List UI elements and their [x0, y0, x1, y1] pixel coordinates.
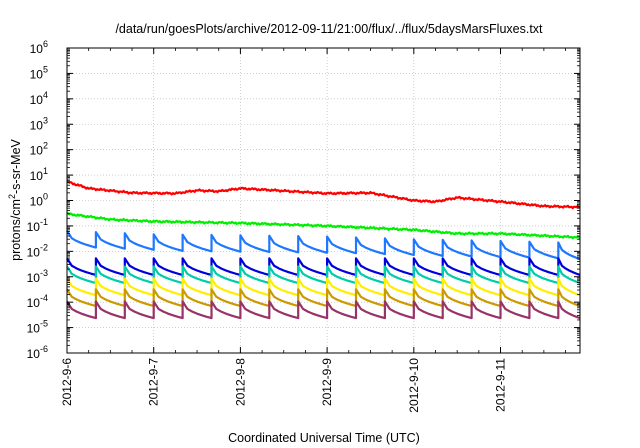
x-axis: 2012-9-6 2012-9-7 2012-9-8 2012-9-9 2012-9-1… [60, 48, 566, 413]
series-line-1 [66, 180, 581, 210]
x-tick-label: 2012-9-11 [494, 358, 508, 412]
y-tick-label: 100 [30, 192, 48, 209]
series-line-8 [66, 300, 581, 320]
x-tick-label: 2012-9-7 [147, 358, 161, 406]
series-layer [66, 180, 581, 320]
y-axis: 10-6 10-5 10-4 10-3 10-2 10-1 100 101 102 103 104 1… [27, 39, 580, 361]
x-tick-label: 2012-9-9 [320, 358, 334, 406]
y-axis-label-base: protons/cm [9, 199, 23, 261]
x-tick-label: 2012-9-10 [407, 358, 421, 413]
y-tick-label: 104 [30, 90, 48, 107]
y-tick-label: 10-1 [27, 217, 48, 234]
y-tick-label: 105 [30, 64, 48, 81]
chart-title: /data/run/goesPlots/archive/2012-09-11/2… [115, 22, 543, 36]
y-tick-label: 10-3 [27, 268, 48, 285]
y-tick-label: 103 [30, 115, 48, 132]
y-tick-label: 10-6 [27, 344, 48, 361]
y-axis-label-sup: 2 [7, 194, 17, 199]
y-tick-label: 10-4 [27, 293, 48, 310]
x-axis-label: Coordinated Universal Time (UTC) [228, 431, 420, 445]
y-tick-label: 10-2 [27, 242, 48, 259]
series-line-2 [66, 212, 581, 240]
y-tick-label: 101 [30, 166, 48, 183]
series-line-3 [66, 230, 581, 261]
y-axis-label: protons/cm2-s-sr-MeV [7, 138, 23, 260]
y-tick-label: 10-5 [27, 319, 48, 336]
y-tick-label: 102 [30, 141, 48, 158]
x-tick-label: 2012-9-8 [233, 358, 247, 406]
series-line-4 [66, 257, 581, 277]
x-tick-label: 2012-9-6 [60, 358, 74, 406]
y-tick-label: 106 [30, 39, 48, 56]
y-axis-label-rest: -s-sr-MeV [9, 138, 23, 194]
